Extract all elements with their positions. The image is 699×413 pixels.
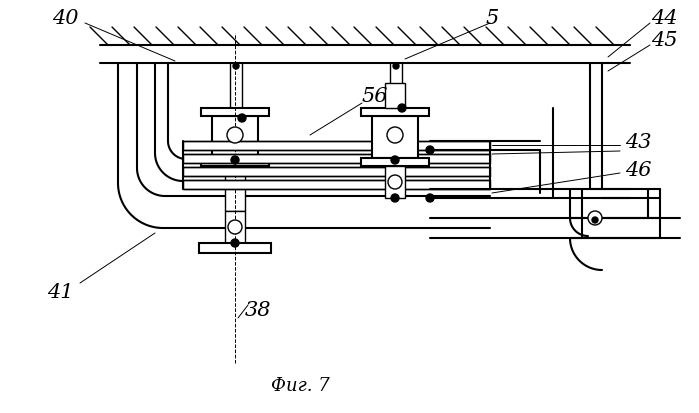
Text: 5: 5 (485, 9, 498, 27)
Text: 46: 46 (625, 160, 651, 179)
Circle shape (231, 157, 239, 165)
Bar (385, 84, 405, 109)
Circle shape (391, 195, 399, 202)
Bar (183, 154, 490, 164)
Bar (361, 159, 429, 166)
Bar (183, 142, 490, 151)
Text: 43: 43 (625, 132, 651, 151)
Circle shape (588, 211, 602, 225)
Bar (372, 117, 418, 159)
Bar (199, 243, 271, 254)
Bar (385, 166, 405, 199)
Bar (201, 159, 269, 166)
Bar (225, 211, 245, 243)
Circle shape (393, 64, 399, 70)
Bar (183, 180, 490, 190)
Circle shape (592, 218, 598, 223)
Bar (183, 168, 490, 177)
Bar (361, 109, 429, 117)
Text: 44: 44 (651, 9, 677, 27)
Bar (225, 166, 245, 211)
Text: 40: 40 (52, 9, 78, 27)
Circle shape (426, 147, 434, 154)
Circle shape (387, 128, 403, 144)
Circle shape (391, 157, 399, 165)
Circle shape (238, 115, 246, 123)
Bar (212, 117, 258, 159)
Circle shape (231, 240, 239, 247)
Text: 41: 41 (47, 282, 73, 301)
Circle shape (228, 221, 242, 235)
Text: 38: 38 (245, 300, 271, 319)
Text: 56: 56 (362, 86, 388, 105)
Circle shape (398, 105, 406, 113)
Circle shape (426, 195, 434, 202)
Circle shape (233, 64, 239, 70)
Circle shape (227, 128, 243, 144)
Circle shape (388, 176, 402, 190)
Text: 45: 45 (651, 31, 677, 50)
Bar (201, 109, 269, 117)
Text: Фиг. 7: Фиг. 7 (271, 376, 329, 394)
